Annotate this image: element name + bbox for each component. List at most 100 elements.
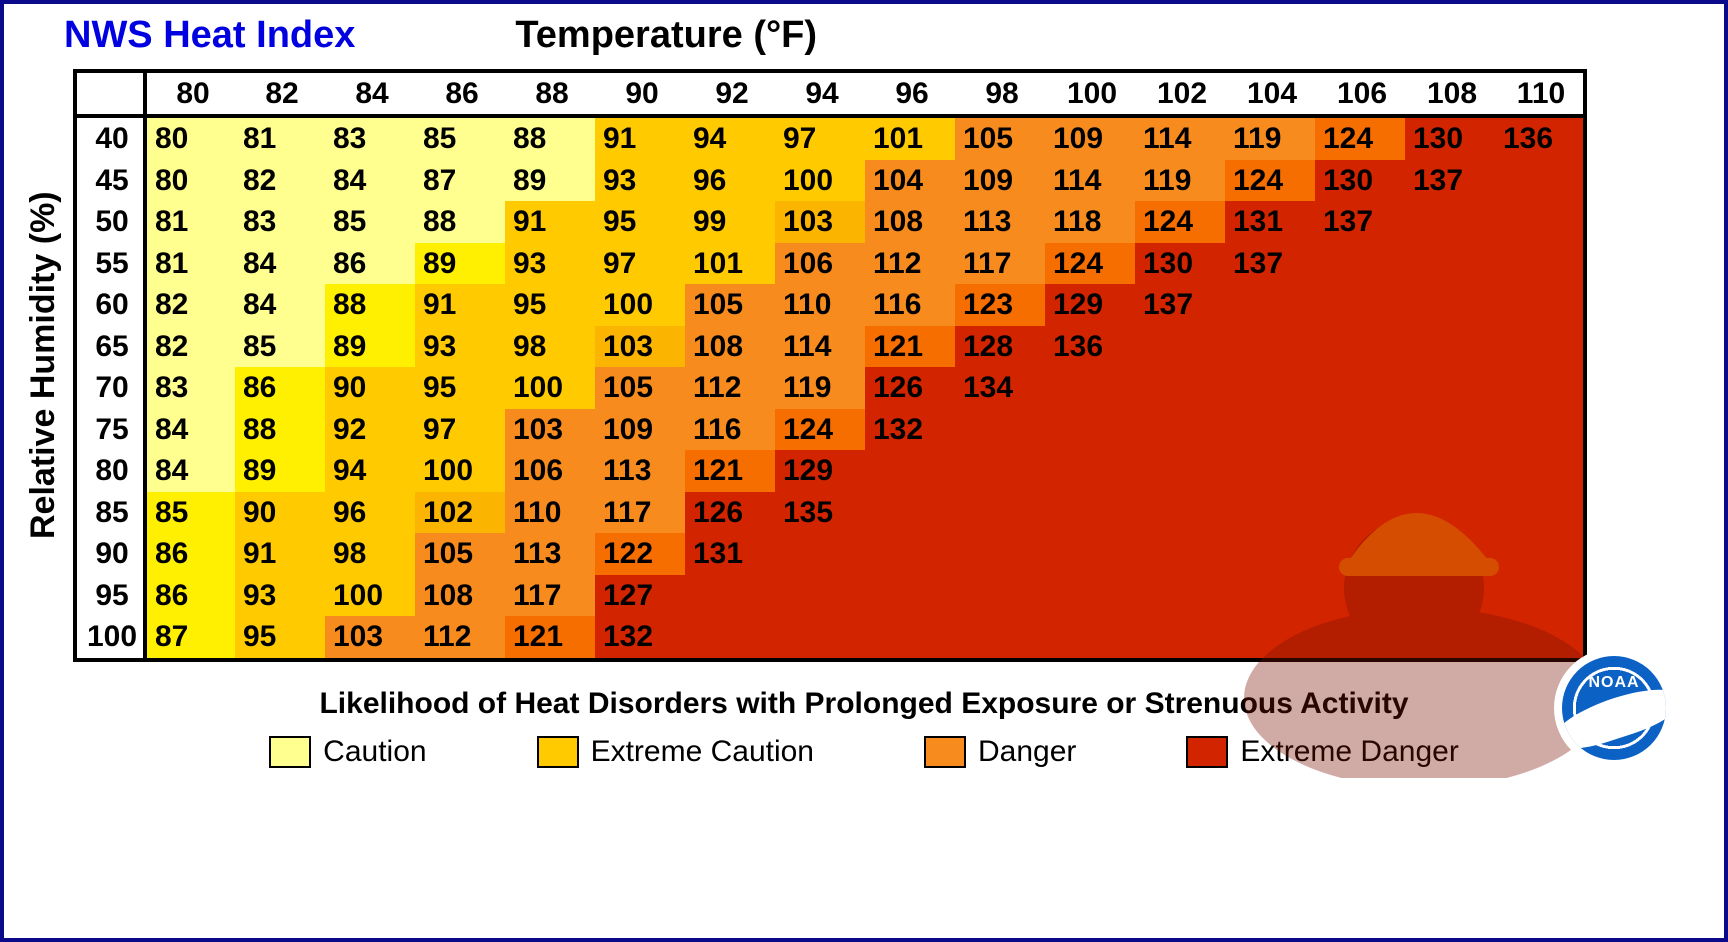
heat-cell: [1225, 284, 1315, 326]
heat-cell: 98: [325, 533, 415, 575]
heat-cell: [1495, 616, 1585, 660]
heat-cell: 100: [595, 284, 685, 326]
heat-cell: [1045, 409, 1135, 451]
heat-cell: 93: [505, 243, 595, 285]
heat-cell: [1045, 450, 1135, 492]
legend-danger: Danger: [924, 735, 1076, 769]
heat-cell: 92: [325, 409, 415, 451]
heat-cell: [1495, 492, 1585, 534]
heat-cell: 116: [865, 284, 955, 326]
heat-cell: 114: [775, 326, 865, 368]
heat-cell: 93: [235, 575, 325, 617]
heat-cell: 136: [1045, 326, 1135, 368]
heat-cell: [1225, 575, 1315, 617]
col-header: 84: [325, 71, 415, 117]
noaa-logo: NOAA: [1554, 648, 1674, 768]
heat-cell: 128: [955, 326, 1045, 368]
heat-cell: [1135, 575, 1225, 617]
heat-cell: [1225, 616, 1315, 660]
heat-cell: 113: [505, 533, 595, 575]
row-header: 95: [75, 575, 145, 617]
row-header: 65: [75, 326, 145, 368]
nws-title: NWS Heat Index: [64, 14, 355, 57]
heat-cell: [1495, 409, 1585, 451]
legend-label-danger: Danger: [978, 735, 1076, 769]
heat-cell: 119: [1225, 116, 1315, 160]
heat-cell: 136: [1495, 116, 1585, 160]
heat-cell: 88: [235, 409, 325, 451]
heat-cell: [775, 533, 865, 575]
temperature-axis-title: Temperature (°F): [515, 14, 817, 57]
heat-cell: 97: [415, 409, 505, 451]
heat-cell: [1495, 284, 1585, 326]
col-header: 90: [595, 71, 685, 117]
heat-cell: [1045, 616, 1135, 660]
legend-extreme-caution: Extreme Caution: [537, 735, 814, 769]
heat-cell: 90: [325, 367, 415, 409]
heat-cell: 124: [1225, 160, 1315, 202]
heat-cell: 91: [595, 116, 685, 160]
heat-cell: 124: [1315, 116, 1405, 160]
heat-cell: 82: [145, 326, 235, 368]
heat-cell: [1045, 533, 1135, 575]
heat-cell: 83: [145, 367, 235, 409]
heat-cell: 85: [325, 201, 415, 243]
heat-cell: 100: [415, 450, 505, 492]
heat-cell: [1315, 367, 1405, 409]
heat-cell: 81: [235, 116, 325, 160]
heat-cell: 93: [415, 326, 505, 368]
heat-cell: [1315, 284, 1405, 326]
heat-cell: [775, 616, 865, 660]
heat-cell: 113: [955, 201, 1045, 243]
swatch-extreme-caution: [537, 736, 579, 768]
heat-cell: 103: [505, 409, 595, 451]
heat-cell: 104: [865, 160, 955, 202]
heat-cell: 84: [235, 243, 325, 285]
heat-cell: [1405, 492, 1495, 534]
heat-cell: [1405, 367, 1495, 409]
col-header: 102: [1135, 71, 1225, 117]
heat-cell: 88: [325, 284, 415, 326]
heat-cell: 85: [145, 492, 235, 534]
heat-cell: 82: [235, 160, 325, 202]
heat-cell: [1405, 326, 1495, 368]
heat-cell: 86: [145, 575, 235, 617]
heat-cell: 103: [595, 326, 685, 368]
heat-cell: [865, 533, 955, 575]
heat-cell: 86: [145, 533, 235, 575]
heat-cell: 81: [145, 201, 235, 243]
heat-cell: 109: [955, 160, 1045, 202]
heat-cell: [1495, 201, 1585, 243]
heat-cell: [1315, 450, 1405, 492]
heat-cell: [1315, 616, 1405, 660]
table-corner: [75, 71, 145, 117]
table-body: 4080818385889194971011051091141191241301…: [75, 116, 1585, 660]
heat-cell: 89: [235, 450, 325, 492]
heat-cell: 108: [415, 575, 505, 617]
heat-cell: 119: [775, 367, 865, 409]
col-header: 96: [865, 71, 955, 117]
heat-cell: [1315, 409, 1405, 451]
heat-cell: 100: [505, 367, 595, 409]
heat-cell: [1225, 450, 1315, 492]
heat-cell: 97: [775, 116, 865, 160]
heat-cell: [1405, 409, 1495, 451]
heat-cell: [1135, 533, 1225, 575]
heat-cell: 80: [145, 116, 235, 160]
heat-cell: 103: [325, 616, 415, 660]
heat-cell: 124: [1045, 243, 1135, 285]
heat-cell: 123: [955, 284, 1045, 326]
heat-cell: 90: [235, 492, 325, 534]
heat-cell: [1225, 409, 1315, 451]
heat-cell: 137: [1315, 201, 1405, 243]
heat-cell: [1495, 160, 1585, 202]
heat-cell: [1405, 450, 1495, 492]
heat-cell: 84: [145, 409, 235, 451]
col-header: 92: [685, 71, 775, 117]
heat-cell: [1405, 575, 1495, 617]
legend-caution: Caution: [269, 735, 426, 769]
heat-cell: [865, 492, 955, 534]
heat-cell: 114: [1045, 160, 1135, 202]
heat-cell: [1495, 367, 1585, 409]
col-header: 106: [1315, 71, 1405, 117]
